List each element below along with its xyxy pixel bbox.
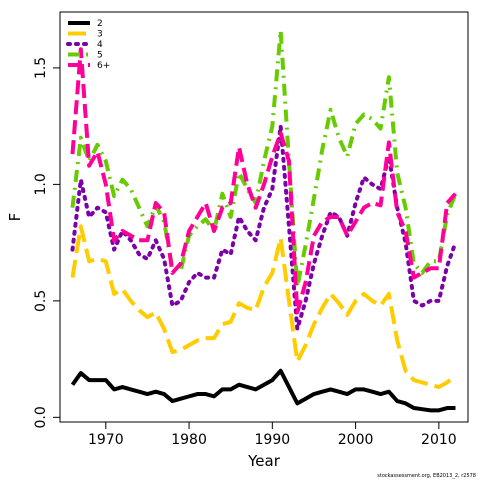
x-tick-label: 2000 [338,432,374,448]
x-tick-label: 1970 [88,432,124,448]
series-line-6plus [70,47,458,315]
credit-text: stockassessment.org, EB2013_2, r2578 [377,473,476,479]
x-tick-label: 1990 [255,432,291,448]
legend-label: 5 [97,51,103,61]
x-axis-label: Year [247,452,281,470]
y-tick-label: 0.0 [33,406,49,428]
x-tick-label: 2010 [421,432,457,448]
y-tick-label: 0.5 [33,290,49,312]
series-line-4 [70,124,458,331]
series-line-2 [70,368,456,413]
legend-label: 6+ [97,61,110,71]
x-tick-label: 1980 [171,432,207,448]
legend-label: 2 [97,19,103,29]
y-axis-label: F [6,213,24,222]
legend-label: 3 [97,30,103,40]
series-layer [70,28,458,413]
series-line-5 [70,28,458,289]
plot-frame [59,11,469,423]
y-tick-label: 1.5 [33,57,49,79]
legend-label: 4 [97,40,103,50]
series-line-3 [70,224,457,390]
y-tick-label: 1.0 [33,173,49,195]
x-axis: 1970 1980 1990 2000 2010 [88,422,457,448]
y-axis: 0.0 0.5 1.0 1.5 [33,57,60,428]
